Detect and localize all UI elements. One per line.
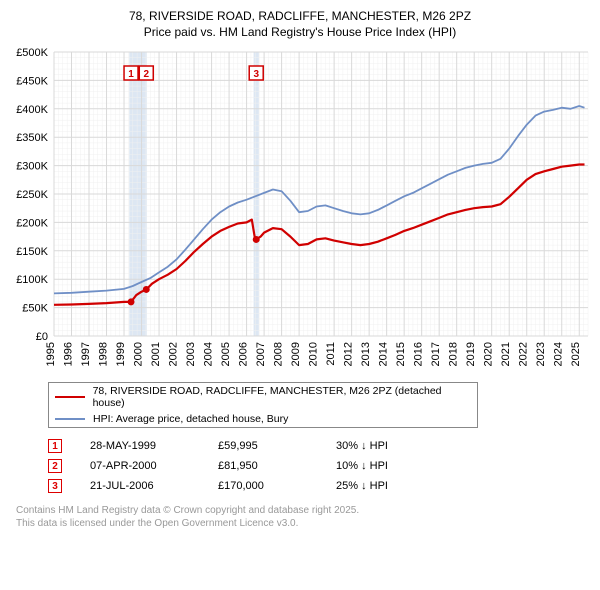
x-axis-label: 2012 (343, 342, 355, 366)
line-chart: £0 £50K £100K £150K £200K £250K £300K £350K £400… (8, 46, 592, 376)
x-axis-label: 2002 (168, 342, 180, 366)
x-axis-label: 2005 (220, 342, 232, 366)
y-axis-label: £450K (16, 76, 48, 88)
sale-num-box: 2 (48, 459, 62, 473)
y-axis-label: £150K (16, 246, 48, 258)
sale-marker-num: 1 (128, 69, 134, 80)
x-axis-label: 2016 (413, 342, 425, 366)
legend-row: HPI: Average price, detached house, Bury (49, 411, 477, 427)
sale-marker-num: 3 (253, 69, 259, 80)
x-axis-label: 1998 (98, 342, 110, 366)
x-axis-label: 1999 (115, 342, 127, 366)
x-axis-label: 2001 (150, 342, 162, 366)
x-axis-label: 2014 (378, 342, 390, 366)
x-axis-label: 1997 (80, 342, 92, 366)
legend-swatch (55, 396, 85, 398)
sale-date: 21-JUL-2006 (90, 480, 190, 492)
y-axis-label: £0 (36, 331, 48, 343)
x-axis-label: 2023 (535, 342, 547, 366)
chart-title-block: 78, RIVERSIDE ROAD, RADCLIFFE, MANCHESTE… (8, 8, 592, 40)
x-axis-label: 2009 (290, 342, 302, 366)
sale-delta: 25% ↓ HPI (336, 480, 426, 492)
sale-marker-dot (253, 236, 260, 243)
y-axis-label: £400K (16, 104, 48, 116)
x-axis-label: 2004 (203, 342, 215, 366)
attrib-line1: Contains HM Land Registry data © Crown c… (16, 504, 592, 517)
x-axis-label: 2003 (185, 342, 197, 366)
x-axis-label: 2025 (570, 342, 582, 366)
sale-price: £59,995 (218, 440, 308, 452)
sale-row: 2 07-APR-2000 £81,950 10% ↓ HPI (48, 456, 592, 476)
sale-marker-num: 2 (143, 69, 149, 80)
x-axis-label: 2010 (308, 342, 320, 366)
chart-legend: 78, RIVERSIDE ROAD, RADCLIFFE, MANCHESTE… (48, 382, 478, 428)
attrib-line2: This data is licensed under the Open Gov… (16, 517, 592, 530)
sale-delta: 30% ↓ HPI (336, 440, 426, 452)
y-axis-label: £300K (16, 161, 48, 173)
legend-swatch (55, 418, 85, 420)
y-axis-label: £500K (16, 47, 48, 59)
x-axis-label: 2008 (273, 342, 285, 366)
x-axis-label: 2019 (465, 342, 477, 366)
x-axis-label: 2024 (553, 342, 565, 366)
x-axis-label: 2006 (238, 342, 250, 366)
y-axis-label: £350K (16, 133, 48, 145)
legend-row: 78, RIVERSIDE ROAD, RADCLIFFE, MANCHESTE… (49, 383, 477, 411)
sale-price: £170,000 (218, 480, 308, 492)
sale-delta: 10% ↓ HPI (336, 460, 426, 472)
legend-label: HPI: Average price, detached house, Bury (93, 413, 288, 425)
sale-price: £81,950 (218, 460, 308, 472)
x-axis-label: 2017 (430, 342, 442, 366)
sale-date: 07-APR-2000 (90, 460, 190, 472)
y-axis-label: £100K (16, 275, 48, 287)
x-axis-label: 2013 (360, 342, 372, 366)
x-axis-label: 1996 (63, 342, 75, 366)
x-axis-label: 2000 (133, 342, 145, 366)
x-axis-label: 2021 (500, 342, 512, 366)
x-axis-label: 2020 (483, 342, 495, 366)
sale-row: 3 21-JUL-2006 £170,000 25% ↓ HPI (48, 476, 592, 496)
sale-num-box: 3 (48, 479, 62, 493)
x-axis-label: 2015 (395, 342, 407, 366)
sale-marker-dot (128, 299, 135, 306)
sale-num-box: 1 (48, 439, 62, 453)
attribution: Contains HM Land Registry data © Crown c… (16, 504, 592, 530)
sale-marker-dot (143, 286, 150, 293)
y-axis-label: £200K (16, 218, 48, 230)
sale-row: 1 28-MAY-1999 £59,995 30% ↓ HPI (48, 436, 592, 456)
x-axis-label: 1995 (45, 342, 57, 366)
y-axis-label: £50K (22, 303, 48, 315)
chart-container: £0 £50K £100K £150K £200K £250K £300K £350K £400… (8, 46, 592, 376)
x-axis-label: 2007 (255, 342, 267, 366)
x-axis-label: 2011 (325, 342, 337, 366)
y-axis-label: £250K (16, 189, 48, 201)
sales-table: 1 28-MAY-1999 £59,995 30% ↓ HPI 2 07-APR-2000… (48, 436, 592, 496)
x-axis-label: 2018 (448, 342, 460, 366)
title-line2: Price paid vs. HM Land Registry's House … (8, 24, 592, 40)
legend-label: 78, RIVERSIDE ROAD, RADCLIFFE, MANCHESTE… (93, 385, 471, 409)
x-axis-label: 2022 (518, 342, 530, 366)
title-line1: 78, RIVERSIDE ROAD, RADCLIFFE, MANCHESTE… (8, 8, 592, 24)
sale-date: 28-MAY-1999 (90, 440, 190, 452)
